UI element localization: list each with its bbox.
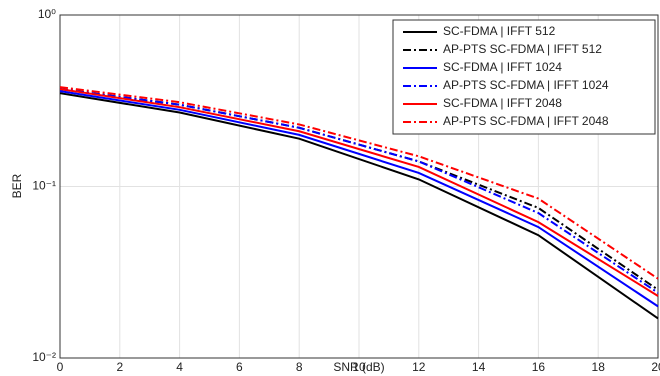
x-tick-label: 8 [296,360,303,374]
legend-label: SC-FDMA | IFFT 2048 [443,96,562,110]
y-tick-label: 10⁻² [32,350,56,364]
y-axis-label: BER [10,173,24,198]
line-series [59,88,659,297]
x-tick-label: 10 [352,360,366,374]
legend-label: SC-FDMA | IFFT 1024 [443,60,562,74]
axes-box [59,14,659,359]
legend-box [392,19,656,135]
x-tick-label: 12 [412,360,426,374]
x-axis-label: SNR (dB) [333,360,384,374]
line-series [59,88,659,294]
x-tick-label: 0 [57,360,64,374]
x-tick-label: 20 [651,360,660,374]
x-tick-label: 18 [592,360,606,374]
x-tick-label: 4 [176,360,183,374]
line-series [59,86,659,280]
x-tick-label: 14 [472,360,486,374]
line-series [59,92,659,320]
legend-label: SC-FDMA | IFFT 512 [443,24,556,38]
line-series [59,90,659,308]
legend-label: AP-PTS SC-FDMA | IFFT 512 [443,42,602,56]
x-tick-label: 2 [116,360,123,374]
legend-label: AP-PTS SC-FDMA | IFFT 1024 [443,78,609,92]
x-tick-label: 16 [532,360,546,374]
x-tick-label: 6 [236,360,243,374]
y-tick-label: 10⁰ [38,7,56,21]
legend-label: AP-PTS SC-FDMA | IFFT 2048 [443,114,609,128]
y-tick-label: 10⁻¹ [32,179,56,193]
